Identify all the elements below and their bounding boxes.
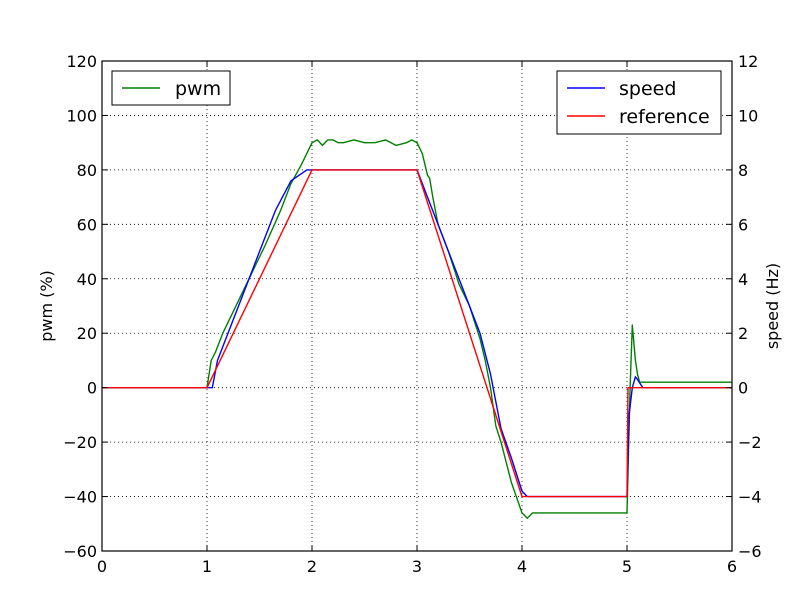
y-left-tick-label: 20 [77, 324, 97, 343]
series-line-reference [102, 169, 732, 498]
legend-label-speed: speed [619, 78, 676, 100]
x-tick-label: 4 [517, 557, 527, 576]
y-left-tick-label: 60 [77, 215, 97, 234]
y-left-tick-label: 80 [77, 161, 97, 180]
legend-speed-reference: speed reference [556, 70, 722, 135]
y-right-tick-label: 2 [738, 324, 748, 343]
y-right-tick-label: 4 [738, 270, 748, 289]
x-tick-label: 0 [97, 557, 107, 576]
y-right-tick-label: −6 [738, 542, 762, 561]
y-right-tick-label: 12 [738, 52, 758, 71]
y-right-tick-label: 8 [738, 161, 748, 180]
legend-pwm: pwm [111, 70, 231, 106]
x-tick-label: 2 [307, 557, 317, 576]
legend-label-reference: reference [619, 106, 710, 128]
x-tick-label: 1 [202, 557, 212, 576]
y-left-tick-label: 40 [77, 270, 97, 289]
y-right-tick-label: 10 [738, 106, 758, 125]
x-tick-label: 3 [412, 557, 422, 576]
legend-box [556, 70, 722, 135]
x-tick-label: 5 [622, 557, 632, 576]
y-right-tick-label: −2 [738, 433, 762, 452]
ticks-layer: 0 1 2 3 4 5 6−60−40−20020406080100120−6−4−2024… [63, 52, 761, 576]
labels-layer: pwm (%) speed (Hz) [37, 263, 782, 349]
y-left-tick-label: −40 [63, 488, 97, 507]
y-right-axis-title: speed (Hz) [763, 263, 782, 349]
y-left-tick-label: 0 [87, 379, 97, 398]
legend-label-pwm: pwm [175, 78, 221, 100]
y-left-tick-label: 100 [66, 106, 97, 125]
x-tick-label: 6 [727, 557, 737, 576]
y-left-tick-label: −60 [63, 542, 97, 561]
y-left-tick-label: 120 [66, 52, 97, 71]
y-left-axis-title: pwm (%) [37, 270, 56, 342]
y-left-tick-label: −20 [63, 433, 97, 452]
series-layer [102, 139, 732, 519]
y-right-tick-label: 0 [738, 379, 748, 398]
y-right-tick-label: −4 [738, 488, 762, 507]
y-right-tick-label: 6 [738, 215, 748, 234]
